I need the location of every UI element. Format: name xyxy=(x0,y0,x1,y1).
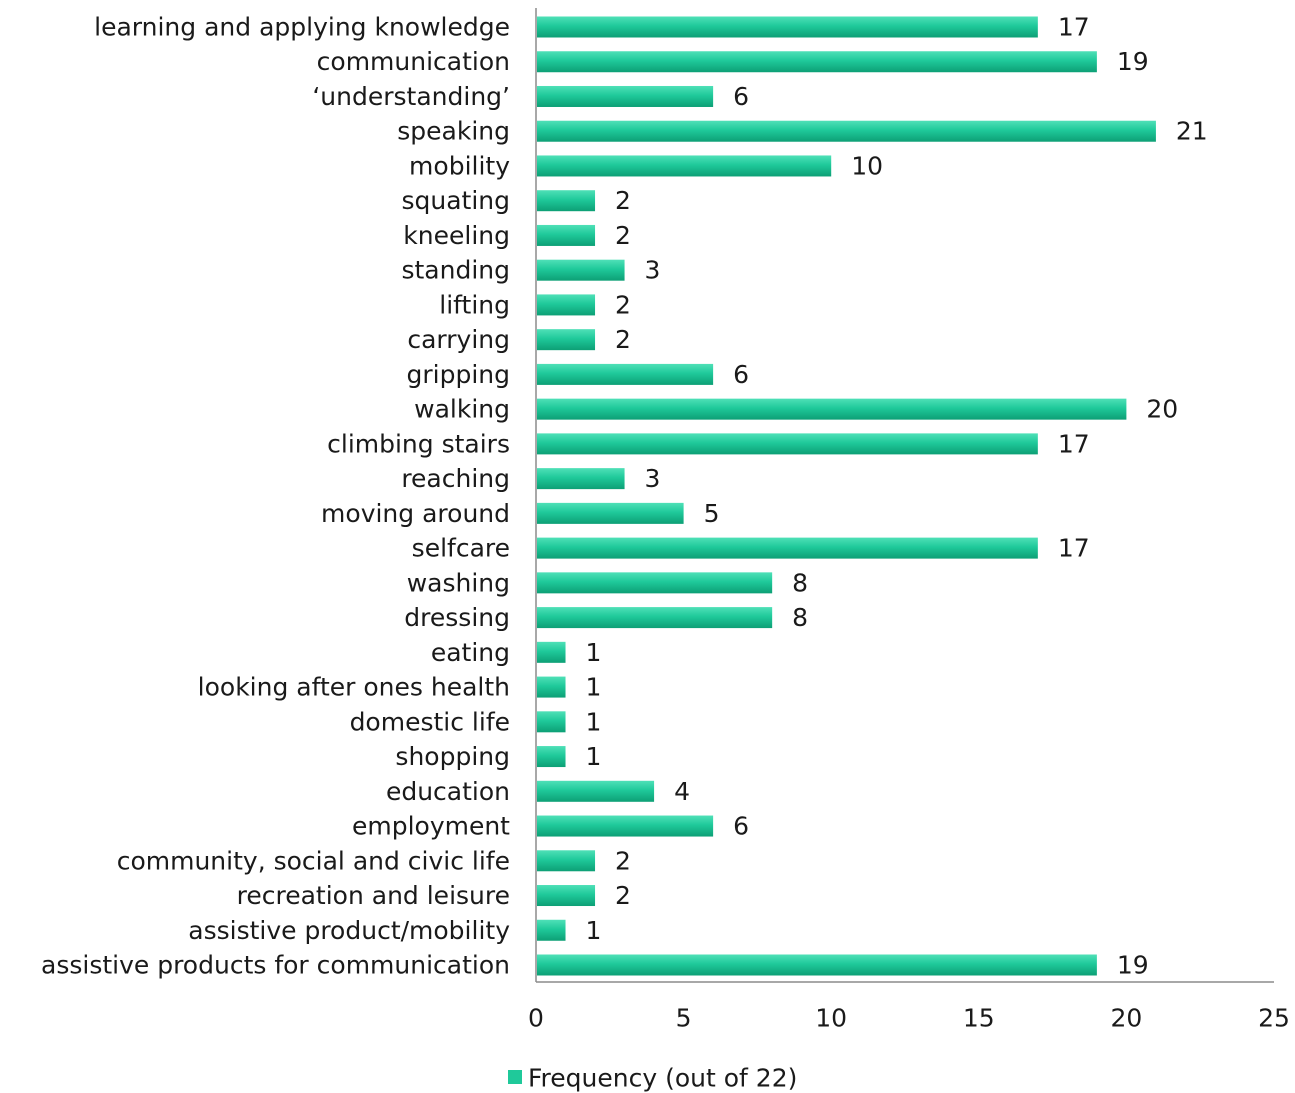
bar xyxy=(537,224,596,246)
category-label: dressing xyxy=(404,603,510,632)
data-label: 17 xyxy=(1058,13,1090,42)
data-label: 19 xyxy=(1117,47,1149,76)
bar xyxy=(537,329,596,351)
bar xyxy=(537,746,566,768)
x-tick-label: 5 xyxy=(676,1004,692,1033)
data-label: 2 xyxy=(615,325,631,354)
bar xyxy=(537,398,1127,420)
category-label: standing xyxy=(401,256,510,285)
data-label: 6 xyxy=(733,812,749,841)
category-label: squating xyxy=(401,186,510,215)
bar xyxy=(537,363,714,385)
data-label: 1 xyxy=(586,742,602,771)
category-label: shopping xyxy=(395,742,510,771)
bar xyxy=(537,51,1097,73)
bar xyxy=(537,16,1038,38)
bar xyxy=(537,294,596,316)
x-tick-label: 20 xyxy=(1110,1004,1142,1033)
category-label: selfcare xyxy=(412,534,510,563)
data-label: 1 xyxy=(586,916,602,945)
legend-label: Frequency (out of 22) xyxy=(528,1064,797,1093)
data-label: 5 xyxy=(704,499,720,528)
data-label: 6 xyxy=(733,360,749,389)
bar xyxy=(537,155,832,177)
data-label: 21 xyxy=(1176,117,1208,146)
x-tick-label: 10 xyxy=(815,1004,847,1033)
legend-swatch xyxy=(508,1070,522,1084)
bar xyxy=(537,537,1038,559)
data-label: 1 xyxy=(586,673,602,702)
bar xyxy=(537,954,1097,976)
x-tick-label: 0 xyxy=(528,1004,544,1033)
category-label: gripping xyxy=(407,360,511,389)
bar xyxy=(537,815,714,837)
bar xyxy=(537,120,1156,142)
category-label: learning and applying knowledge xyxy=(94,13,510,42)
data-label: 8 xyxy=(792,568,808,597)
bar xyxy=(537,885,596,907)
data-label: 17 xyxy=(1058,534,1090,563)
category-label: eating xyxy=(431,638,510,667)
bar xyxy=(537,850,596,872)
category-label: education xyxy=(386,777,510,806)
bar xyxy=(537,676,566,698)
category-label: domestic life xyxy=(350,707,510,736)
x-tick-label: 15 xyxy=(963,1004,995,1033)
data-label: 2 xyxy=(615,846,631,875)
data-label: 2 xyxy=(615,221,631,250)
category-label: speaking xyxy=(397,117,510,146)
bar xyxy=(537,780,655,802)
category-label: washing xyxy=(407,568,510,597)
category-label: community, social and civic life xyxy=(117,846,510,875)
category-label: looking after ones health xyxy=(198,673,510,702)
legend: Frequency (out of 22) xyxy=(508,1064,797,1093)
bars-layer xyxy=(537,16,1156,976)
data-label: 20 xyxy=(1146,395,1178,424)
bar xyxy=(537,572,773,594)
category-label: communication xyxy=(317,47,510,76)
data-label: 3 xyxy=(645,256,661,285)
data-label: 3 xyxy=(645,464,661,493)
data-label: 2 xyxy=(615,881,631,910)
bar xyxy=(537,190,596,212)
category-label: assistive product/mobility xyxy=(188,916,510,945)
category-label: ‘understanding’ xyxy=(312,82,510,111)
bar xyxy=(537,502,684,524)
bar xyxy=(537,468,625,490)
category-label: climbing stairs xyxy=(327,429,510,458)
category-label: kneeling xyxy=(403,221,510,250)
category-labels: learning and applying knowledge communica… xyxy=(41,13,510,980)
x-axis-ticks: 0 5 10 15 20 25 xyxy=(528,1004,1290,1033)
bar xyxy=(537,711,566,733)
category-label: employment xyxy=(352,812,510,841)
data-label: 2 xyxy=(615,186,631,215)
x-tick-label: 25 xyxy=(1258,1004,1290,1033)
category-label: carrying xyxy=(407,325,510,354)
data-label: 1 xyxy=(586,707,602,736)
data-label: 8 xyxy=(792,603,808,632)
category-label: moving around xyxy=(321,499,510,528)
bar xyxy=(537,607,773,629)
bar xyxy=(537,641,566,663)
category-label: reaching xyxy=(401,464,510,493)
category-label: recreation and leisure xyxy=(237,881,510,910)
data-label: 17 xyxy=(1058,429,1090,458)
data-label: 10 xyxy=(851,151,883,180)
bar xyxy=(537,85,714,107)
bar xyxy=(537,433,1038,455)
data-label: 6 xyxy=(733,82,749,111)
category-label: walking xyxy=(414,395,510,424)
data-label: 4 xyxy=(674,777,690,806)
category-label: lifting xyxy=(439,290,510,319)
category-label: mobility xyxy=(409,151,510,180)
data-label: 2 xyxy=(615,290,631,319)
data-label: 19 xyxy=(1117,951,1149,980)
bar xyxy=(537,259,625,281)
category-label: assistive products for communication xyxy=(41,951,510,980)
bar xyxy=(537,919,566,941)
data-label: 1 xyxy=(586,638,602,667)
